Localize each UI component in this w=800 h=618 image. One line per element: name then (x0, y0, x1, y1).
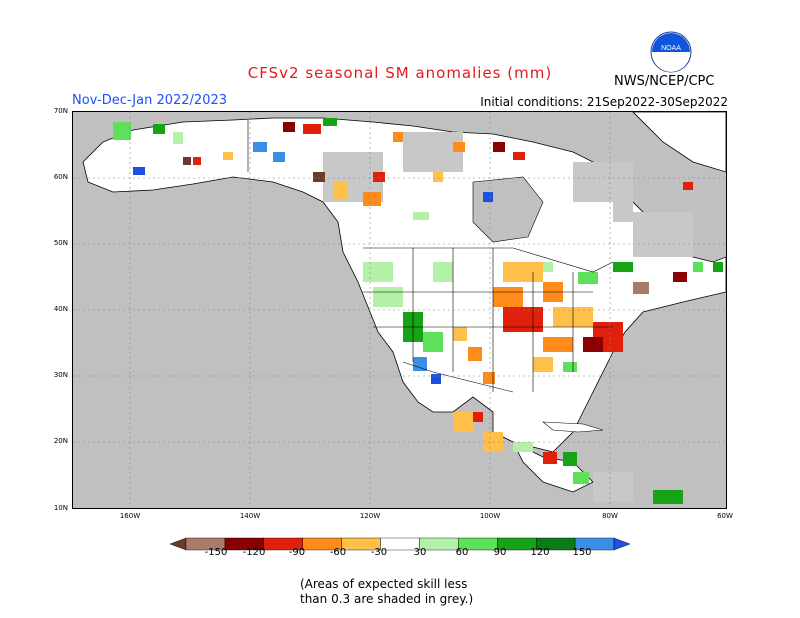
colorbar-bin (613, 537, 630, 551)
logo-text: NOAA (661, 45, 681, 52)
map-svg (73, 112, 726, 508)
initial-conditions: Initial conditions: 21Sep2022-30Sep2022 (480, 95, 728, 109)
land-cuba (542, 421, 604, 433)
colorbar (170, 537, 630, 551)
lat-label: 20N (53, 437, 68, 445)
footnote-line: (Areas of expected skill less (300, 577, 468, 591)
lon-label: 100W (479, 512, 501, 520)
chart-title: CFSv2 seasonal SM anomalies (mm) (247, 64, 553, 82)
colorbar-label: 150 (572, 547, 592, 558)
land-greenland (632, 112, 726, 173)
lon-label: 160W (119, 512, 141, 520)
lat-label: 10N (53, 504, 68, 512)
lon-label: 60W (717, 512, 733, 520)
lon-label: 140W (239, 512, 261, 520)
colorbar-label: -120 (242, 547, 266, 558)
graticule (73, 112, 726, 508)
map-panel (72, 111, 727, 509)
colorbar-label: 60 (455, 547, 469, 558)
lat-label: 50N (53, 239, 68, 247)
forecast-period: Nov-Dec-Jan 2022/2023 (72, 93, 228, 108)
colorbar-label: -90 (288, 547, 306, 558)
lon-label: 80W (602, 512, 618, 520)
lon-label: 120W (359, 512, 381, 520)
lat-label: 30N (53, 371, 68, 379)
colorbar-label: -60 (329, 547, 347, 558)
colorbar-label: 90 (493, 547, 507, 558)
lat-label: 40N (53, 305, 68, 313)
colorbar-label: 120 (530, 547, 550, 558)
footnote-line: than 0.3 are shaded in grey.) (300, 592, 474, 606)
lat-label: 60N (53, 173, 68, 181)
agency-label: NWS/NCEP/CPC (614, 74, 715, 89)
colorbar-label: -30 (370, 547, 388, 558)
low-skill-areas (323, 132, 693, 502)
colorbar-label: -150 (204, 547, 228, 558)
noaa-logo: NOAA (650, 31, 692, 73)
colorbar-label: 30 (413, 547, 427, 558)
colorbar-bin (170, 537, 187, 551)
footnote: (Areas of expected skill less than 0.3 a… (300, 577, 473, 607)
lat-label: 70N (53, 107, 68, 115)
borders (247, 120, 614, 393)
